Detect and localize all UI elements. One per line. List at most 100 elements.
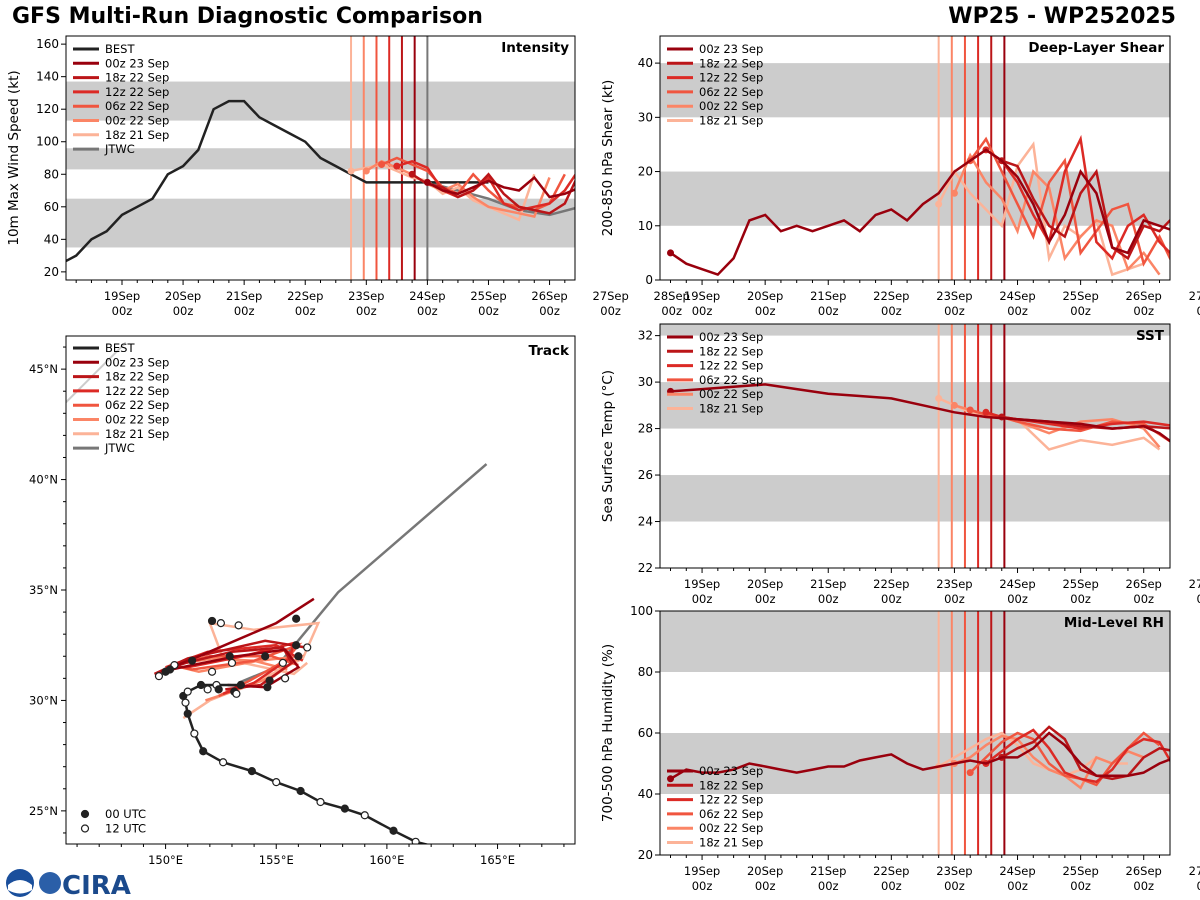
y-tick-label: 45°N bbox=[29, 362, 58, 376]
track-marker-12utc bbox=[232, 689, 241, 698]
y-axis-label: 200-850 hPa Shear (kt) bbox=[600, 80, 616, 237]
y-axis-label: 700-500 hPa Humidity (%) bbox=[600, 644, 616, 822]
legend-label: 00z 22 Sep bbox=[699, 387, 763, 401]
x-tick-label: 00z bbox=[1196, 592, 1200, 606]
y-axis-label: 10m Max Wind Speed (kt) bbox=[6, 70, 22, 245]
track-marker-12utc bbox=[278, 658, 287, 667]
x-tick-label: 150°E bbox=[148, 853, 183, 867]
legend-12utc-marker bbox=[80, 824, 90, 833]
y-tick-label: 25°N bbox=[29, 804, 58, 818]
legend-label: 12z 22 Sep bbox=[699, 793, 763, 807]
plot-area bbox=[667, 324, 1170, 568]
x-tick-label: 21Sep bbox=[810, 864, 846, 878]
x-tick-label: 00z bbox=[417, 304, 438, 318]
legend-label: 00z 23 Sep bbox=[699, 764, 763, 778]
x-tick-label: 00z bbox=[944, 879, 965, 893]
track-marker-12utc bbox=[207, 667, 217, 676]
x-tick-label: 00z bbox=[755, 592, 776, 606]
x-tick-label: 00z bbox=[1133, 592, 1154, 606]
x-tick-label: 160°E bbox=[369, 853, 404, 867]
x-tick-label: 00z bbox=[1007, 879, 1028, 893]
track-marker-00utc bbox=[165, 665, 175, 674]
track-marker-12utc bbox=[411, 837, 420, 844]
run-line bbox=[669, 148, 1170, 277]
x-tick-label: 00z bbox=[692, 592, 713, 606]
x-tick-label: 00z bbox=[881, 304, 902, 318]
run-line bbox=[985, 134, 1170, 261]
x-tick-label: 00z bbox=[600, 304, 621, 318]
run-start-point bbox=[408, 170, 416, 178]
track-marker-00utc bbox=[292, 641, 301, 650]
x-tick-label: 20Sep bbox=[165, 289, 201, 303]
track-marker-12utc bbox=[227, 658, 237, 667]
legend-label: 00z 23 Sep bbox=[105, 56, 169, 70]
track-panel: 150°E 155°E 160°E 165°E 25°N 30°N 35°N 40°N 45°N… bbox=[29, 335, 576, 867]
run-line bbox=[426, 175, 575, 199]
track-marker-12utc bbox=[216, 619, 226, 628]
x-tick-label: 24Sep bbox=[999, 577, 1035, 591]
band-2 bbox=[66, 81, 575, 121]
x-tick-label: 00z bbox=[1007, 592, 1028, 606]
run-start-point bbox=[982, 408, 990, 416]
legend-label: 18z 22 Sep bbox=[699, 778, 763, 792]
track-marker-12utc bbox=[219, 758, 228, 767]
band-2 bbox=[660, 324, 1170, 336]
panel-title: Deep-Layer Shear bbox=[1028, 40, 1164, 56]
track-marker-00utc bbox=[263, 683, 272, 692]
legend-label: JTWC bbox=[104, 441, 135, 455]
run-start-point bbox=[362, 167, 370, 175]
run-line bbox=[396, 159, 575, 212]
x-tick-label: 00z bbox=[539, 304, 560, 318]
y-tick-label: 30 bbox=[638, 110, 653, 124]
run-line bbox=[1001, 159, 1170, 261]
track-marker-12utc bbox=[303, 643, 312, 652]
track-marker-12utc bbox=[280, 674, 290, 683]
x-tick-label: 27Sep bbox=[1189, 577, 1200, 591]
x-tick-label: 00z bbox=[356, 304, 377, 318]
run-start-point bbox=[667, 775, 675, 783]
x-tick-label: 00z bbox=[112, 304, 133, 318]
track-marker-00utc bbox=[188, 656, 197, 665]
legend-label: 00z 23 Sep bbox=[105, 355, 169, 369]
rh-panel: 2040608010019Sep00z20Sep00z21Sep00z22Sep… bbox=[600, 604, 1200, 893]
x-tick-label: 19Sep bbox=[684, 577, 720, 591]
panel-title: SST bbox=[1136, 328, 1165, 344]
legend-label: 00z 23 Sep bbox=[699, 42, 763, 56]
run-line bbox=[670, 383, 1170, 443]
x-tick-label: 28Sep bbox=[654, 289, 690, 303]
y-tick-label: 30°N bbox=[29, 693, 58, 707]
track-marker-00utc bbox=[294, 652, 303, 661]
legend-label: 18z 21 Sep bbox=[699, 836, 763, 850]
track-marker-12utc bbox=[316, 797, 325, 807]
run-line bbox=[969, 136, 1170, 267]
x-tick-label: 21Sep bbox=[810, 289, 846, 303]
legend-label: 18z 22 Sep bbox=[105, 71, 169, 85]
track-marker-00utc bbox=[292, 614, 301, 623]
cira-globe-icon bbox=[39, 872, 61, 894]
band-1 bbox=[660, 611, 1170, 672]
track-marker-00utc bbox=[183, 709, 192, 718]
page-title: GFS Multi-Run Diagnostic Comparison bbox=[12, 4, 483, 29]
x-tick-label: 00z bbox=[1196, 304, 1200, 318]
x-tick-label: 00z bbox=[881, 592, 902, 606]
legend-label: 06z 22 Sep bbox=[105, 398, 169, 412]
y-tick-label: 26 bbox=[638, 468, 653, 482]
x-tick-label: 00z bbox=[755, 304, 776, 318]
legend-label: 18z 21 Sep bbox=[105, 128, 169, 142]
x-tick-label: 00z bbox=[173, 304, 194, 318]
run-start-point bbox=[966, 406, 974, 414]
track-marker-00utc bbox=[236, 680, 245, 690]
y-tick-label: 160 bbox=[36, 37, 59, 51]
legend-label: 18z 22 Sep bbox=[105, 370, 169, 384]
run-start-point bbox=[393, 162, 401, 170]
run-start-point bbox=[935, 394, 943, 402]
run-track bbox=[165, 641, 304, 695]
run-line bbox=[411, 172, 575, 215]
legend-label: 18z 21 Sep bbox=[699, 402, 763, 416]
run-line bbox=[669, 731, 1170, 780]
y-tick-label: 80 bbox=[44, 167, 59, 181]
y-tick-label: 60 bbox=[638, 726, 653, 740]
x-tick-label: 26Sep bbox=[1126, 577, 1162, 591]
